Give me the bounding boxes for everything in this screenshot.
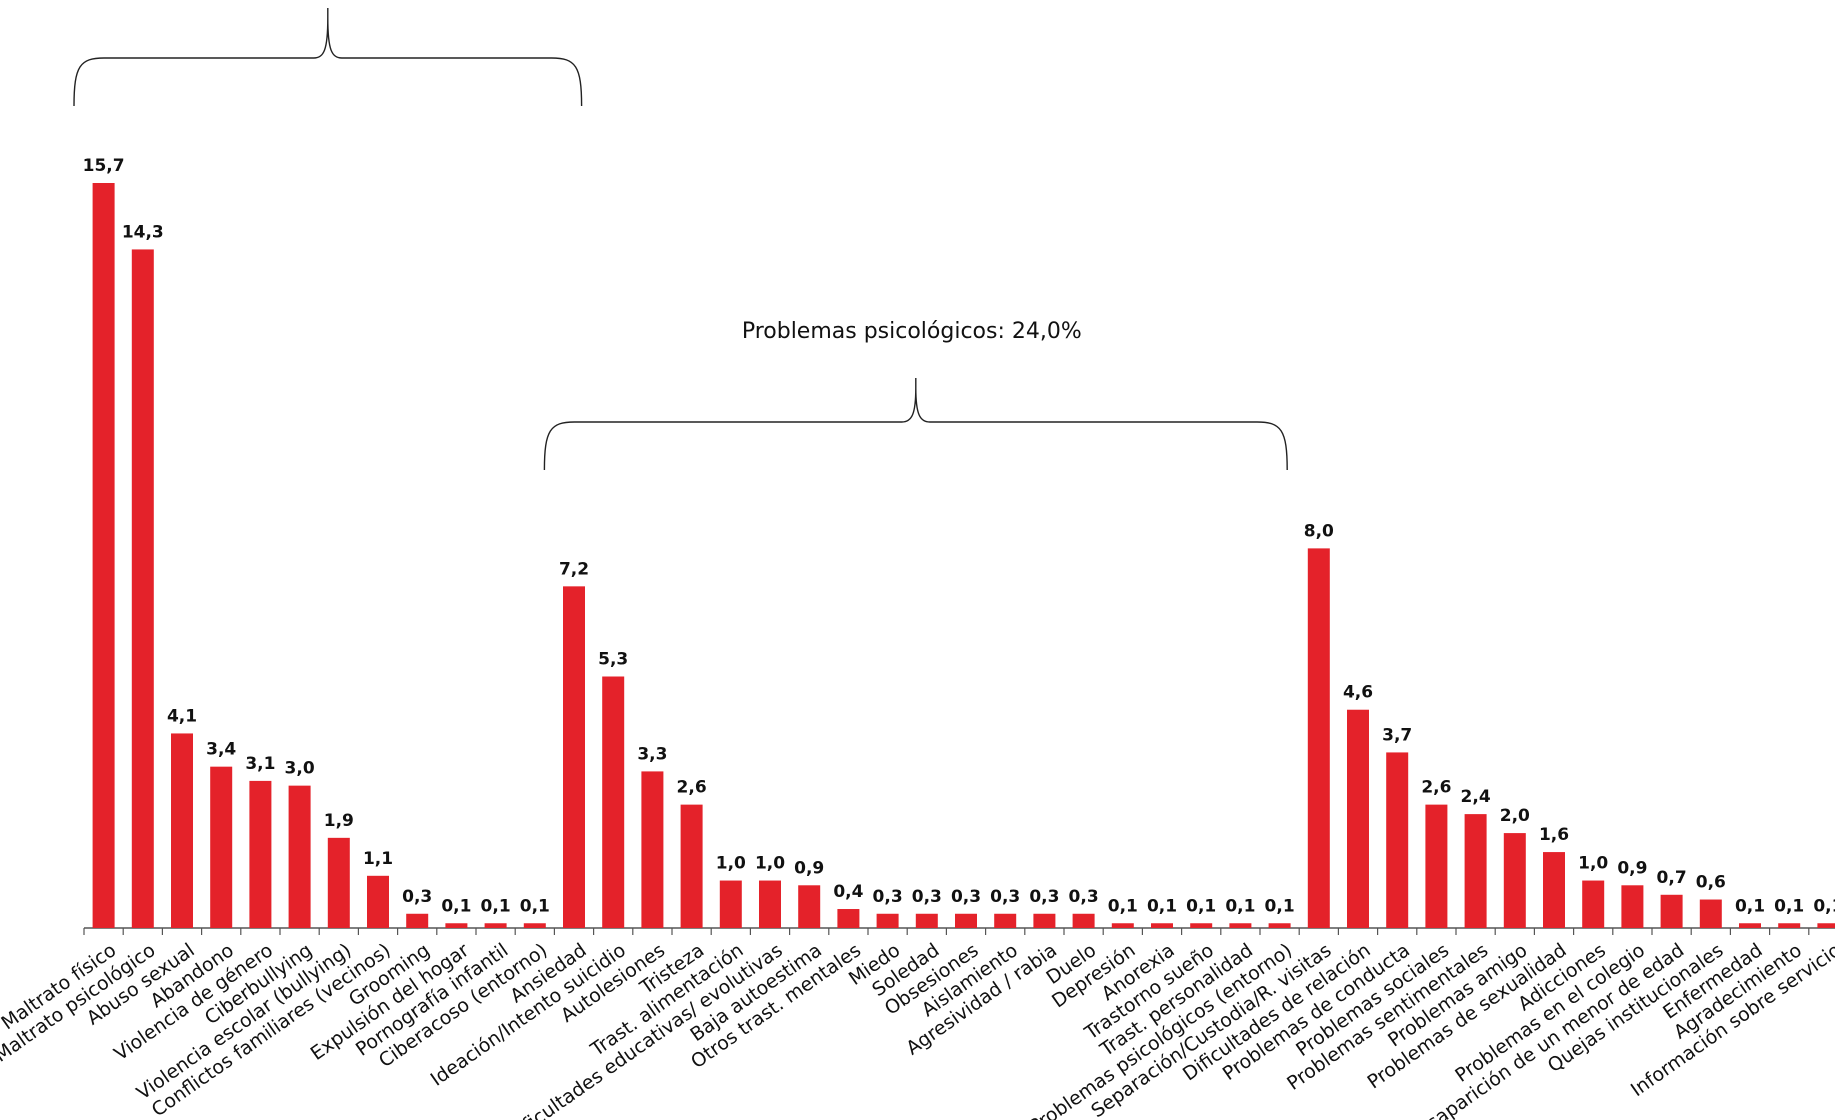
bar xyxy=(1033,913,1056,928)
bar xyxy=(1543,852,1565,928)
bar xyxy=(876,913,899,928)
bar xyxy=(798,885,821,928)
value-labels: 15,7 14,3 4,1 3,4 3,1 3,0 1,9 1,1 0,3 0,1 0,1 0,1 7,… xyxy=(83,156,1835,916)
bar xyxy=(171,733,193,928)
bar xyxy=(445,923,468,928)
data-label: 0,3 xyxy=(951,887,981,907)
data-label: 0,4 xyxy=(833,882,863,902)
data-label: 3,1 xyxy=(245,754,275,774)
data-label: 0,6 xyxy=(1696,873,1726,893)
bar xyxy=(1190,923,1213,928)
bar xyxy=(1229,923,1252,928)
data-label: 4,6 xyxy=(1343,683,1373,703)
bar xyxy=(1347,709,1369,928)
data-label: 2,4 xyxy=(1461,787,1491,807)
bar xyxy=(1268,923,1291,928)
bar xyxy=(1072,913,1095,928)
data-label: 0,1 xyxy=(481,896,511,916)
bar xyxy=(641,771,664,928)
bar xyxy=(1151,923,1173,928)
bar xyxy=(759,880,781,928)
bar xyxy=(1660,894,1683,928)
bar xyxy=(719,880,742,928)
bars xyxy=(92,183,1835,929)
data-label: 2,6 xyxy=(1421,778,1451,798)
data-label: 0,1 xyxy=(520,896,550,916)
bar xyxy=(1307,548,1330,928)
bar xyxy=(680,804,703,928)
bar xyxy=(131,249,154,929)
bar xyxy=(1817,923,1835,928)
group-brackets: Problemas psicológicos: 24,0% xyxy=(73,8,1288,471)
data-label: 2,0 xyxy=(1500,806,1530,826)
bar xyxy=(1111,923,1134,928)
bar xyxy=(1386,752,1409,928)
x-axis-ticks xyxy=(83,928,1810,935)
data-label: 0,1 xyxy=(1813,896,1835,916)
data-label: 7,2 xyxy=(559,559,589,579)
bar xyxy=(955,913,977,928)
bar xyxy=(327,837,350,928)
data-label: 5,3 xyxy=(598,650,628,670)
bar xyxy=(1778,923,1801,928)
bar xyxy=(367,875,389,928)
data-label: 4,1 xyxy=(167,706,197,726)
bar xyxy=(210,766,233,928)
bar xyxy=(837,909,860,928)
bar xyxy=(523,923,546,928)
group-bracket xyxy=(543,378,1288,471)
bar xyxy=(1621,885,1644,928)
data-label: 1,9 xyxy=(324,811,354,831)
bar xyxy=(1739,923,1761,928)
data-label: 3,4 xyxy=(206,740,236,760)
bar xyxy=(994,913,1017,928)
data-label: 0,1 xyxy=(1225,896,1255,916)
data-label: 1,0 xyxy=(716,854,746,874)
bar xyxy=(92,183,115,928)
data-label: 1,0 xyxy=(1578,854,1608,874)
data-label: 2,6 xyxy=(677,778,707,798)
data-label: 0,7 xyxy=(1657,868,1687,888)
bar xyxy=(1464,814,1487,928)
data-label: 1,0 xyxy=(755,854,785,874)
data-label: 1,6 xyxy=(1539,825,1569,845)
data-label: 3,3 xyxy=(637,744,667,764)
data-label: 0,3 xyxy=(402,887,432,907)
data-label: 15,7 xyxy=(83,156,125,176)
data-label: 0,3 xyxy=(873,887,903,907)
bar xyxy=(288,785,311,928)
data-label: 14,3 xyxy=(122,222,164,242)
data-label: 0,1 xyxy=(1735,896,1765,916)
data-label: 0,9 xyxy=(1617,858,1647,878)
data-label: 0,1 xyxy=(1774,896,1804,916)
data-label: 0,1 xyxy=(1265,896,1295,916)
bar xyxy=(1582,880,1605,928)
bar xyxy=(1425,804,1448,928)
data-label: 0,1 xyxy=(441,896,471,916)
group-bracket xyxy=(73,8,583,107)
group-label: Problemas psicológicos: 24,0% xyxy=(742,319,1082,344)
data-label: 0,3 xyxy=(990,887,1020,907)
data-label: 0,1 xyxy=(1186,896,1216,916)
bar xyxy=(1699,899,1722,928)
data-label: 0,1 xyxy=(1108,896,1138,916)
bar xyxy=(249,780,272,928)
bar xyxy=(406,913,429,928)
data-label: 0,3 xyxy=(1029,887,1059,907)
bar xyxy=(915,913,938,928)
data-label: 0,1 xyxy=(1147,896,1177,916)
data-label: 3,7 xyxy=(1382,725,1412,745)
data-label: 1,1 xyxy=(363,849,393,869)
bar xyxy=(1503,833,1526,928)
data-label: 8,0 xyxy=(1304,521,1334,541)
data-label: 0,9 xyxy=(794,858,824,878)
data-label: 0,3 xyxy=(1069,887,1099,907)
data-label: 3,0 xyxy=(285,759,315,779)
bar xyxy=(484,923,507,928)
data-label: 0,3 xyxy=(912,887,942,907)
bar xyxy=(602,676,625,928)
bar xyxy=(563,586,585,928)
